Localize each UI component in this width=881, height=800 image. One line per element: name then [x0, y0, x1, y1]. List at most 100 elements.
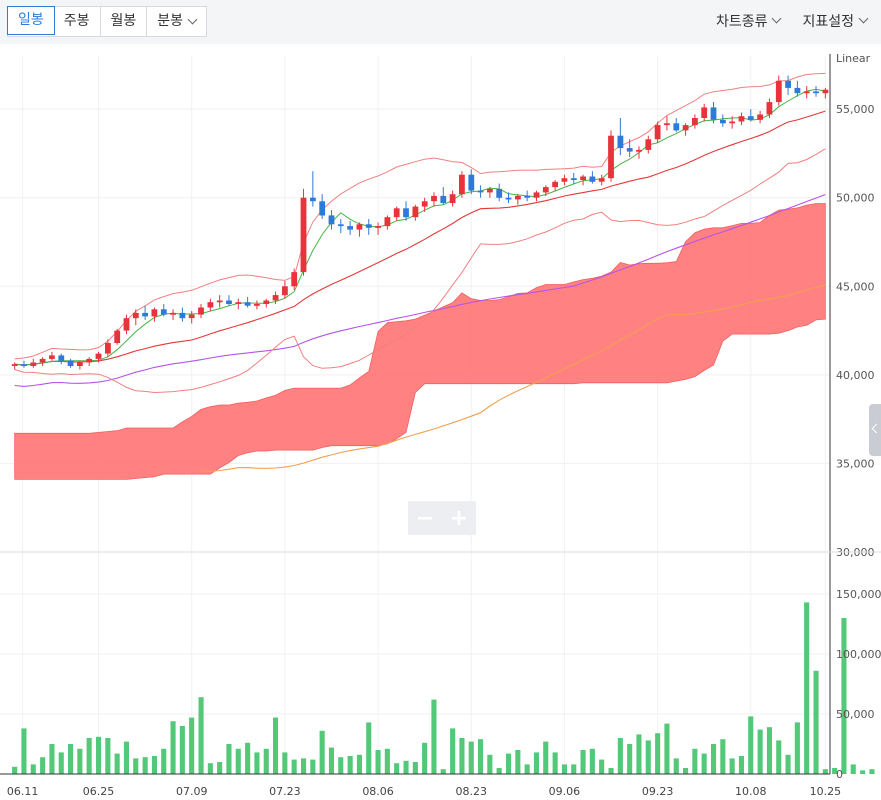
candle-body	[580, 176, 586, 180]
volume-bar	[170, 721, 176, 774]
tab-weekly[interactable]: 주봉	[54, 7, 101, 36]
candle-body	[384, 217, 391, 227]
candle-body	[393, 208, 400, 218]
volume-bars	[12, 602, 875, 774]
stock-chart[interactable]: 30,00035,00040,00045,00050,00055,000Line…	[0, 44, 881, 800]
volume-bar	[617, 738, 623, 774]
volume-bar	[412, 762, 418, 774]
candle-body	[794, 87, 801, 94]
scale-label: Linear	[836, 52, 871, 65]
chevron-down-icon	[772, 13, 782, 24]
chart-menu: 차트종류 지표설정	[716, 6, 869, 35]
indicator-settings-label: 지표설정	[802, 13, 854, 30]
volume-bar	[506, 753, 512, 774]
volume-bar	[328, 747, 334, 774]
volume-tick-label: 0	[836, 768, 843, 781]
y-tick-label: 50,000	[836, 192, 875, 205]
candle-body	[570, 178, 577, 180]
x-tick-label: 06.11	[7, 785, 39, 798]
candle-body	[207, 302, 214, 308]
volume-bar	[217, 762, 223, 774]
chart-type-button[interactable]: 차트종류	[716, 11, 782, 31]
volume-bar	[515, 750, 521, 774]
candle-body	[738, 116, 745, 122]
volume-bar	[263, 748, 269, 774]
volume-bar	[683, 768, 689, 774]
candle-body	[226, 300, 232, 304]
volume-bar	[49, 744, 55, 774]
candle-body	[682, 125, 689, 131]
candle-body	[272, 295, 279, 301]
candle-body	[775, 80, 782, 103]
bollinger-upper	[14, 72, 826, 360]
volume-bar	[487, 754, 493, 774]
volume-bar	[319, 730, 325, 774]
period-tabs: 일봉 주봉 월봉 분봉	[7, 6, 208, 37]
tab-monthly-label: 월봉	[110, 13, 137, 29]
candle-body	[114, 330, 121, 343]
bollinger-lower	[14, 148, 826, 394]
tab-daily-label: 일봉	[18, 12, 44, 28]
volume-bar	[692, 748, 698, 774]
volume-bar	[729, 758, 735, 774]
candle-body	[375, 226, 381, 228]
volume-bar	[347, 756, 353, 774]
volume-bar	[245, 742, 251, 774]
candle-body	[720, 119, 726, 124]
candle-body	[347, 226, 353, 230]
volume-bar	[123, 741, 129, 774]
volume-bar	[114, 753, 120, 774]
volume-bar	[552, 752, 558, 774]
candle-body	[151, 309, 158, 317]
volume-bar	[627, 744, 633, 774]
candle-body	[291, 272, 298, 287]
candle-body	[49, 355, 55, 359]
candle-body	[505, 197, 512, 200]
x-tick-label: 10.25	[810, 785, 842, 798]
lagging-line	[200, 284, 826, 472]
candle-body	[533, 192, 540, 198]
candle-body	[654, 125, 661, 140]
candle-body	[365, 224, 372, 228]
volume-bar	[431, 699, 437, 774]
volume-bar	[282, 752, 288, 774]
candle-body	[626, 148, 633, 152]
volume-bar	[757, 729, 763, 774]
volume-bar	[720, 739, 726, 774]
candle-body	[254, 304, 260, 306]
indicator-settings-button[interactable]: 지표설정	[802, 11, 869, 31]
candle-body	[431, 195, 437, 202]
volume-bar	[645, 740, 651, 774]
y-tick-label: 35,000	[836, 457, 875, 470]
volume-bar	[608, 768, 614, 774]
candle-body	[179, 312, 186, 319]
candle-body	[216, 300, 223, 303]
volume-bar	[711, 744, 717, 774]
tab-minute[interactable]: 분봉	[147, 7, 206, 36]
volume-bar	[636, 734, 642, 774]
long-ma-line	[14, 193, 826, 387]
zoom-out-button[interactable]: −	[415, 505, 435, 531]
volume-bar	[273, 717, 279, 774]
tab-daily[interactable]: 일봉	[7, 6, 55, 35]
volume-bar	[673, 758, 679, 774]
volume-bar	[794, 722, 800, 774]
ma20-line	[14, 110, 826, 366]
volume-bar	[589, 748, 595, 774]
volume-bar	[207, 763, 213, 774]
x-tick-label: 07.09	[176, 785, 208, 798]
volume-bar	[701, 753, 707, 774]
tab-monthly[interactable]: 월봉	[101, 7, 148, 36]
candle-body	[673, 123, 680, 131]
side-panel-toggle[interactable]	[869, 404, 881, 456]
volume-bar	[356, 754, 362, 774]
candle-body	[105, 343, 111, 354]
volume-bar	[58, 752, 64, 774]
volume-bar	[40, 757, 46, 774]
candle-body	[822, 89, 829, 94]
volume-bar	[524, 764, 530, 774]
volume-bar	[766, 727, 772, 774]
volume-bar	[422, 742, 428, 774]
zoom-in-button[interactable]: +	[449, 505, 469, 531]
volume-bar	[468, 741, 474, 774]
